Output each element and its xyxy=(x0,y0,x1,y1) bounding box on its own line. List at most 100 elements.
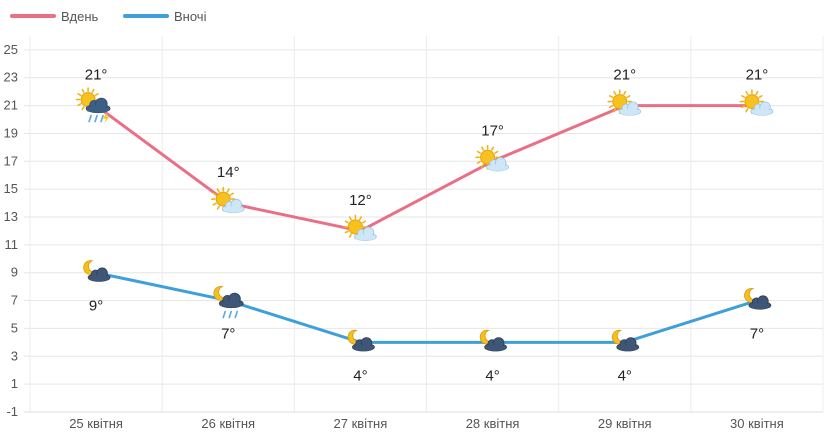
legend-item[interactable]: Вночі xyxy=(123,9,207,24)
moon-dark-cloud-icon xyxy=(611,329,640,352)
sun-cloud-icon xyxy=(475,144,509,172)
y-tick-label: 21 xyxy=(4,98,18,113)
y-tick-label: 5 xyxy=(11,320,18,335)
cloud-shape xyxy=(486,157,509,172)
data-label: 7° xyxy=(221,326,235,343)
sun-ray xyxy=(212,202,217,206)
y-tick-label: 23 xyxy=(4,70,18,85)
rain-drop xyxy=(88,114,92,123)
data-label: 7° xyxy=(750,326,764,343)
sun-ray xyxy=(745,90,749,96)
sun-ray xyxy=(361,220,367,224)
sun-ray xyxy=(81,88,85,94)
sun-ray xyxy=(608,95,614,99)
cloud-shape xyxy=(354,226,377,241)
sun-ray xyxy=(476,150,482,154)
x-axis: 25 квітня 26 квітня 27 квітня 28 квітня 29 к… xyxy=(24,411,823,431)
series-line xyxy=(94,104,759,233)
rain-drop xyxy=(100,114,104,123)
sun-cloud-icon xyxy=(210,186,245,214)
x-tick-label: 25 квітня xyxy=(69,416,123,431)
sun-ray xyxy=(77,93,82,97)
x-tick-label: 26 квітня xyxy=(201,416,255,431)
sun-ray xyxy=(494,150,499,154)
cloud-shape xyxy=(221,198,245,214)
y-tick-label: 11 xyxy=(5,237,19,252)
moon-dark-cloud-icon xyxy=(347,329,375,352)
sun-cloud-icon xyxy=(739,89,774,116)
sun-cloud-icon xyxy=(607,89,642,116)
rain-drop xyxy=(222,310,227,319)
sun-ray xyxy=(755,90,759,96)
sun-ray xyxy=(613,108,617,113)
cloud-shape xyxy=(616,337,640,352)
data-label: 9° xyxy=(89,298,103,315)
data-label: 21° xyxy=(746,67,769,84)
sun-ray xyxy=(226,188,230,193)
data-label: 21° xyxy=(85,67,108,84)
y-tick-label: 25 xyxy=(4,42,18,57)
legend: Вдень Вночі xyxy=(10,9,207,24)
sun-ray xyxy=(212,192,217,196)
sun-ray xyxy=(481,163,485,169)
sun-ray xyxy=(608,105,614,109)
sun-ray xyxy=(216,205,220,210)
data-label: 14° xyxy=(217,164,240,181)
y-tick-label: 7 xyxy=(11,293,18,308)
rain-drop xyxy=(234,310,239,319)
moon-dark-cloud-icon xyxy=(744,288,772,310)
sun-ray xyxy=(344,220,349,224)
series-line xyxy=(94,271,759,344)
y-tick-label: 9 xyxy=(11,265,18,280)
x-tick-label: 28 квітня xyxy=(466,416,520,431)
y-tick-label: 13 xyxy=(4,209,18,224)
sun-ray xyxy=(91,88,95,94)
cloud-shape xyxy=(618,101,642,116)
sun-ray xyxy=(758,95,763,99)
cloud-fill xyxy=(355,234,376,241)
cloud-shape xyxy=(750,101,774,116)
legend-item[interactable]: Вдень xyxy=(10,9,99,24)
cloud-fill xyxy=(749,302,770,310)
sun-ray xyxy=(745,108,749,113)
cloud-fill xyxy=(619,108,640,116)
cloud-shape xyxy=(218,292,244,309)
moon-dark-cloud-icon xyxy=(479,329,507,352)
legend-label: Вночі xyxy=(174,9,207,24)
cloud-fill xyxy=(751,108,772,116)
data-label: 4° xyxy=(618,367,632,384)
series-layer: 21° 14° 12° 17° 21° 21° 9° 7° 4° 4° 4° 7° xyxy=(75,67,774,384)
sun-ray xyxy=(741,105,746,109)
y-tick-label: 1 xyxy=(11,376,18,391)
sun-ray xyxy=(348,216,352,221)
grid xyxy=(24,36,824,413)
x-tick-label: 27 квітня xyxy=(334,416,388,431)
cloud-fill xyxy=(617,344,638,351)
sun-ray xyxy=(623,90,627,96)
sun-ray xyxy=(741,95,746,99)
data-label: 21° xyxy=(613,67,636,84)
y-tick-label: 17 xyxy=(4,153,18,168)
sun-ray xyxy=(77,103,82,107)
rain-drop xyxy=(228,310,233,319)
cloud-shape xyxy=(85,97,111,114)
sun-ray xyxy=(216,188,220,193)
cloud-fill xyxy=(220,300,243,308)
sun-cloud-thunder-rain-icon xyxy=(75,87,111,124)
sun-ray xyxy=(344,230,349,234)
sun-ray xyxy=(81,106,85,111)
sun-ray xyxy=(348,233,352,238)
rain-drop xyxy=(94,114,98,123)
y-tick-label: 15 xyxy=(4,181,18,196)
y-tick-label: 19 xyxy=(4,125,18,140)
sun-ray xyxy=(358,216,362,221)
legend-label: Вдень xyxy=(61,9,99,24)
cloud-fill xyxy=(89,274,110,282)
cloud-fill xyxy=(485,344,506,351)
sun-ray xyxy=(491,146,495,151)
sun-ray xyxy=(613,90,617,96)
moon-dark-cloud-icon xyxy=(83,260,111,282)
data-label: 12° xyxy=(349,192,372,209)
